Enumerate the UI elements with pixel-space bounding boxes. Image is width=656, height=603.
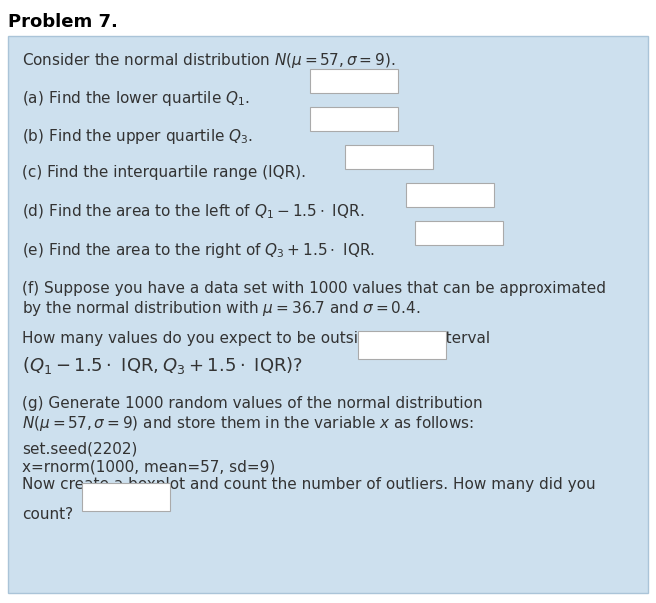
Text: (f) Suppose you have a data set with 1000 values that can be approximated: (f) Suppose you have a data set with 100…: [22, 281, 606, 296]
FancyBboxPatch shape: [310, 107, 398, 131]
Text: (b) Find the upper quartile $Q_3$.: (b) Find the upper quartile $Q_3$.: [22, 127, 253, 146]
FancyBboxPatch shape: [406, 183, 494, 207]
Text: Problem 7.: Problem 7.: [8, 13, 118, 31]
FancyBboxPatch shape: [345, 145, 433, 169]
Text: (e) Find the area to the right of $Q_3 + 1.5 \cdot$ IQR.: (e) Find the area to the right of $Q_3 +…: [22, 241, 375, 260]
Text: Now create a boxplot and count the number of outliers. How many did you: Now create a boxplot and count the numbe…: [22, 477, 596, 492]
Text: How many values do you expect to be outside of the interval: How many values do you expect to be outs…: [22, 331, 490, 346]
Text: by the normal distribution with $\mu = 36.7$ and $\sigma = 0.4$.: by the normal distribution with $\mu = 3…: [22, 299, 420, 318]
Text: $(Q_1 - 1.5 \cdot$ IQR$, Q_3 + 1.5 \cdot$ IQR)?: $(Q_1 - 1.5 \cdot$ IQR$, Q_3 + 1.5 \cdot…: [22, 355, 303, 376]
FancyBboxPatch shape: [8, 36, 648, 593]
Text: count?: count?: [22, 507, 73, 522]
Text: x=rnorm(1000, mean=57, sd=9): x=rnorm(1000, mean=57, sd=9): [22, 459, 276, 474]
Text: Consider the normal distribution $N(\mu = 57, \sigma = 9)$.: Consider the normal distribution $N(\mu …: [22, 51, 396, 70]
Text: (c) Find the interquartile range (IQR).: (c) Find the interquartile range (IQR).: [22, 165, 306, 180]
Text: $N(\mu = 57, \sigma = 9)$ and store them in the variable $x$ as follows:: $N(\mu = 57, \sigma = 9)$ and store them…: [22, 414, 474, 433]
FancyBboxPatch shape: [415, 221, 503, 245]
FancyBboxPatch shape: [358, 331, 446, 359]
FancyBboxPatch shape: [310, 69, 398, 93]
Text: (d) Find the area to the left of $Q_1 - 1.5 \cdot$ IQR.: (d) Find the area to the left of $Q_1 - …: [22, 203, 364, 221]
Text: (a) Find the lower quartile $Q_1$.: (a) Find the lower quartile $Q_1$.: [22, 89, 250, 108]
Text: (g) Generate 1000 random values of the normal distribution: (g) Generate 1000 random values of the n…: [22, 396, 483, 411]
FancyBboxPatch shape: [82, 483, 170, 511]
Text: set.seed(2202): set.seed(2202): [22, 441, 137, 456]
